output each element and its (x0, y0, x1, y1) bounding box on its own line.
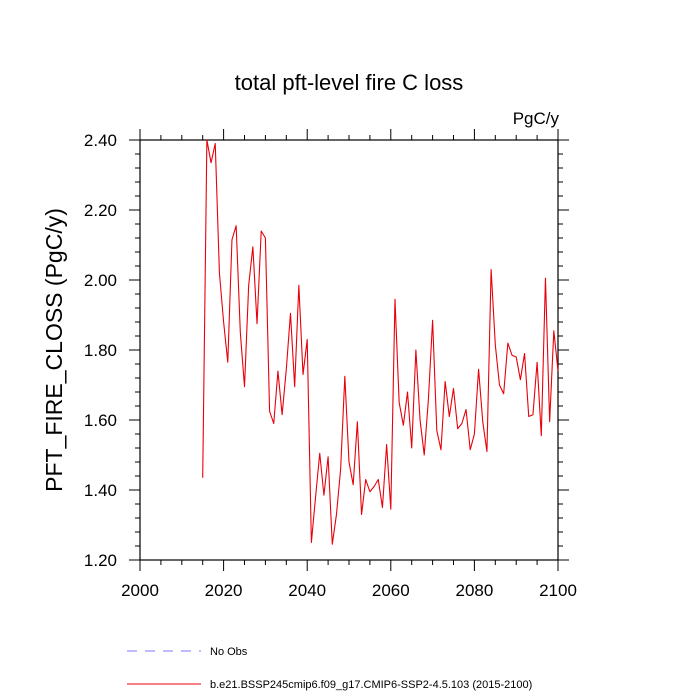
chart-title: total pft-level fire C loss (235, 70, 464, 95)
axis-ticks (129, 129, 569, 571)
x-tick-label: 2080 (455, 581, 493, 600)
x-tick-label: 2040 (288, 581, 326, 600)
y-tick-label: 2.00 (84, 271, 117, 290)
legend: No Obs b.e21.BSSP245cmip6.f09_g17.CMIP6-S… (127, 646, 532, 691)
units-label: PgC/y (513, 109, 560, 128)
y-tick-label: 1.80 (84, 341, 117, 360)
y-tick-label: 2.40 (84, 131, 117, 150)
x-tick-label: 2000 (121, 581, 159, 600)
x-tick-label: 2020 (205, 581, 243, 600)
y-tick-label: 1.20 (84, 551, 117, 570)
series-lines (202, 139, 559, 545)
y-tick-label: 1.60 (84, 411, 117, 430)
x-tick-label: 2060 (372, 581, 410, 600)
legend-label: No Obs (210, 646, 248, 658)
x-tick-label: 2100 (539, 581, 577, 600)
legend-label: b.e21.BSSP245cmip6.f09_g17.CMIP6-SSP2-4.… (210, 679, 532, 691)
y-axis-label: PFT_FIRE_CLOSS (PgC/y) (41, 208, 67, 492)
y-tick-label: 1.40 (84, 481, 117, 500)
series-line (202, 139, 559, 545)
axis-tick-labels: 2000 2020 2040 2060 2080 2100 1.20 1.40 1.60 1.80… (84, 131, 577, 600)
y-tick-label: 2.20 (84, 201, 117, 220)
